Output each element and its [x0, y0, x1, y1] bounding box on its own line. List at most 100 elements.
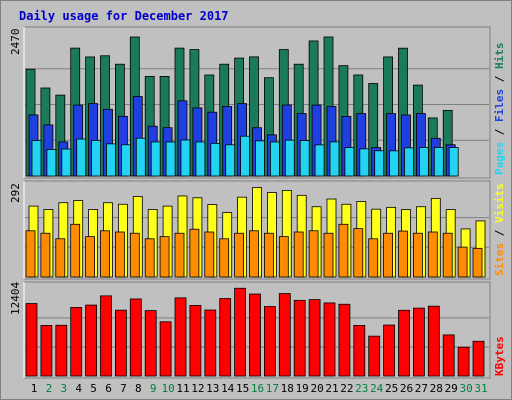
visits-panel-max-label: 292: [9, 183, 22, 203]
x-label-day-21: 21: [325, 382, 338, 395]
bar-kbytes-day-2: [40, 325, 53, 377]
bar-pages-day-7: [121, 144, 131, 177]
bar-sites-day-25: [383, 232, 394, 278]
x-label-day-8: 8: [135, 382, 142, 395]
bar-kbytes-day-26: [398, 309, 410, 377]
x-label-day-9: 9: [150, 382, 157, 395]
bar-kbytes-day-9: [144, 310, 157, 377]
bar-sites-day-14: [219, 238, 230, 278]
x-label-day-26: 26: [400, 382, 413, 395]
bar-kbytes-day-22: [338, 303, 351, 377]
bar-kbytes-day-16: [249, 293, 261, 377]
bar-sites-day-23: [353, 228, 364, 278]
bar-kbytes-day-30: [457, 346, 470, 377]
bar-kbytes-day-5: [85, 304, 97, 377]
bar-kbytes-day-25: [383, 324, 396, 377]
bar-sites-day-26: [398, 230, 408, 278]
bar-sites-day-29: [442, 232, 453, 278]
legend-visits-sites: Sites / Visits: [493, 183, 506, 276]
bar-pages-day-5: [91, 140, 101, 177]
x-label-day-1: 1: [31, 382, 38, 395]
bar-kbytes-day-28: [427, 305, 440, 377]
bar-sites-day-5: [85, 236, 95, 278]
bar-kbytes-day-8: [129, 298, 142, 377]
bar-kbytes-day-3: [55, 324, 68, 377]
x-label-day-12: 12: [191, 382, 204, 395]
bar-kbytes-day-15: [234, 287, 247, 377]
x-label-day-7: 7: [120, 382, 127, 395]
bar-kbytes-day-29: [442, 334, 455, 377]
bar-sites-day-19: [293, 231, 304, 278]
legend-hits-files-pages: Pages / Files / Hits: [493, 43, 506, 176]
x-label-day-11: 11: [176, 382, 189, 395]
bar-pages-day-10: [165, 141, 176, 177]
bar-sites-day-16: [249, 230, 259, 278]
x-label-day-28: 28: [430, 382, 443, 395]
bar-sites-day-22: [338, 223, 349, 278]
bar-sites-day-13: [204, 231, 215, 278]
x-label-day-17: 17: [266, 382, 279, 395]
x-axis-day-labels: 1 2 3 4 5 6 7 8 9 10 11 12 13 14 15 16 17 18 19 20 21 22 23 24 2…: [31, 382, 488, 395]
x-label-day-5: 5: [90, 382, 97, 395]
bar-pages-day-6: [106, 143, 116, 177]
bar-pages-day-8: [135, 137, 146, 177]
chart-bars: [25, 36, 489, 377]
bar-kbytes-day-19: [293, 299, 306, 377]
bar-pages-day-24: [374, 150, 385, 177]
bar-sites-day-21: [323, 232, 334, 278]
bar-pages-day-29: [448, 147, 459, 177]
bar-pages-day-19: [299, 140, 310, 177]
x-label-day-3: 3: [60, 382, 67, 395]
bar-pages-day-3: [61, 148, 72, 177]
bar-sites-day-18: [278, 236, 289, 278]
bar-sites-day-9: [144, 238, 155, 278]
bar-sites-day-20: [308, 230, 319, 278]
bar-kbytes-day-14: [219, 298, 232, 377]
bar-kbytes-day-6: [100, 295, 112, 377]
x-label-day-14: 14: [221, 382, 235, 395]
x-label-day-6: 6: [105, 382, 112, 395]
bar-pages-day-21: [329, 141, 340, 177]
x-label-day-10: 10: [161, 382, 174, 395]
bar-pages-day-15: [240, 135, 251, 177]
x-label-day-15: 15: [236, 382, 249, 395]
x-label-day-30: 30: [459, 382, 472, 395]
bar-kbytes-day-18: [278, 293, 291, 377]
x-label-day-18: 18: [281, 382, 294, 395]
bar-pages-day-13: [210, 142, 221, 177]
bar-kbytes-day-13: [204, 309, 217, 377]
bar-sites-day-24: [368, 238, 379, 278]
x-label-day-25: 25: [385, 382, 398, 395]
bar-sites-day-12: [189, 228, 200, 278]
bar-pages-day-9: [150, 141, 161, 177]
bar-kbytes-day-27: [412, 307, 425, 377]
bar-pages-day-27: [418, 147, 429, 177]
bar-kbytes-day-17: [263, 306, 276, 377]
bar-kbytes-day-11: [174, 297, 187, 377]
x-label-day-2: 2: [46, 382, 53, 395]
bar-kbytes-day-1: [25, 303, 38, 377]
bar-kbytes-day-24: [368, 335, 381, 377]
bar-sites-day-15: [234, 232, 245, 278]
bar-kbytes-day-10: [159, 321, 172, 377]
x-label-day-24: 24: [370, 382, 384, 395]
x-label-day-16: 16: [251, 382, 264, 395]
bar-sites-day-6: [100, 230, 110, 278]
bar-sites-day-4: [70, 223, 81, 278]
bar-pages-day-14: [225, 144, 236, 177]
bar-kbytes-day-7: [115, 309, 127, 377]
bar-pages-day-11: [180, 139, 191, 177]
x-label-day-29: 29: [445, 382, 458, 395]
bar-pages-day-28: [433, 147, 444, 177]
bar-sites-day-7: [115, 231, 125, 278]
chart-title: Daily usage for December 2017: [19, 9, 229, 23]
bar-pages-day-26: [404, 147, 414, 177]
bar-sites-day-30: [457, 246, 468, 278]
bar-kbytes-day-12: [189, 305, 202, 377]
bar-pages-day-16: [255, 140, 265, 177]
kbytes-panel-max-label: 12404: [9, 282, 22, 315]
bar-kbytes-day-20: [308, 299, 321, 377]
x-label-day-4: 4: [75, 382, 82, 395]
x-label-day-13: 13: [206, 382, 219, 395]
